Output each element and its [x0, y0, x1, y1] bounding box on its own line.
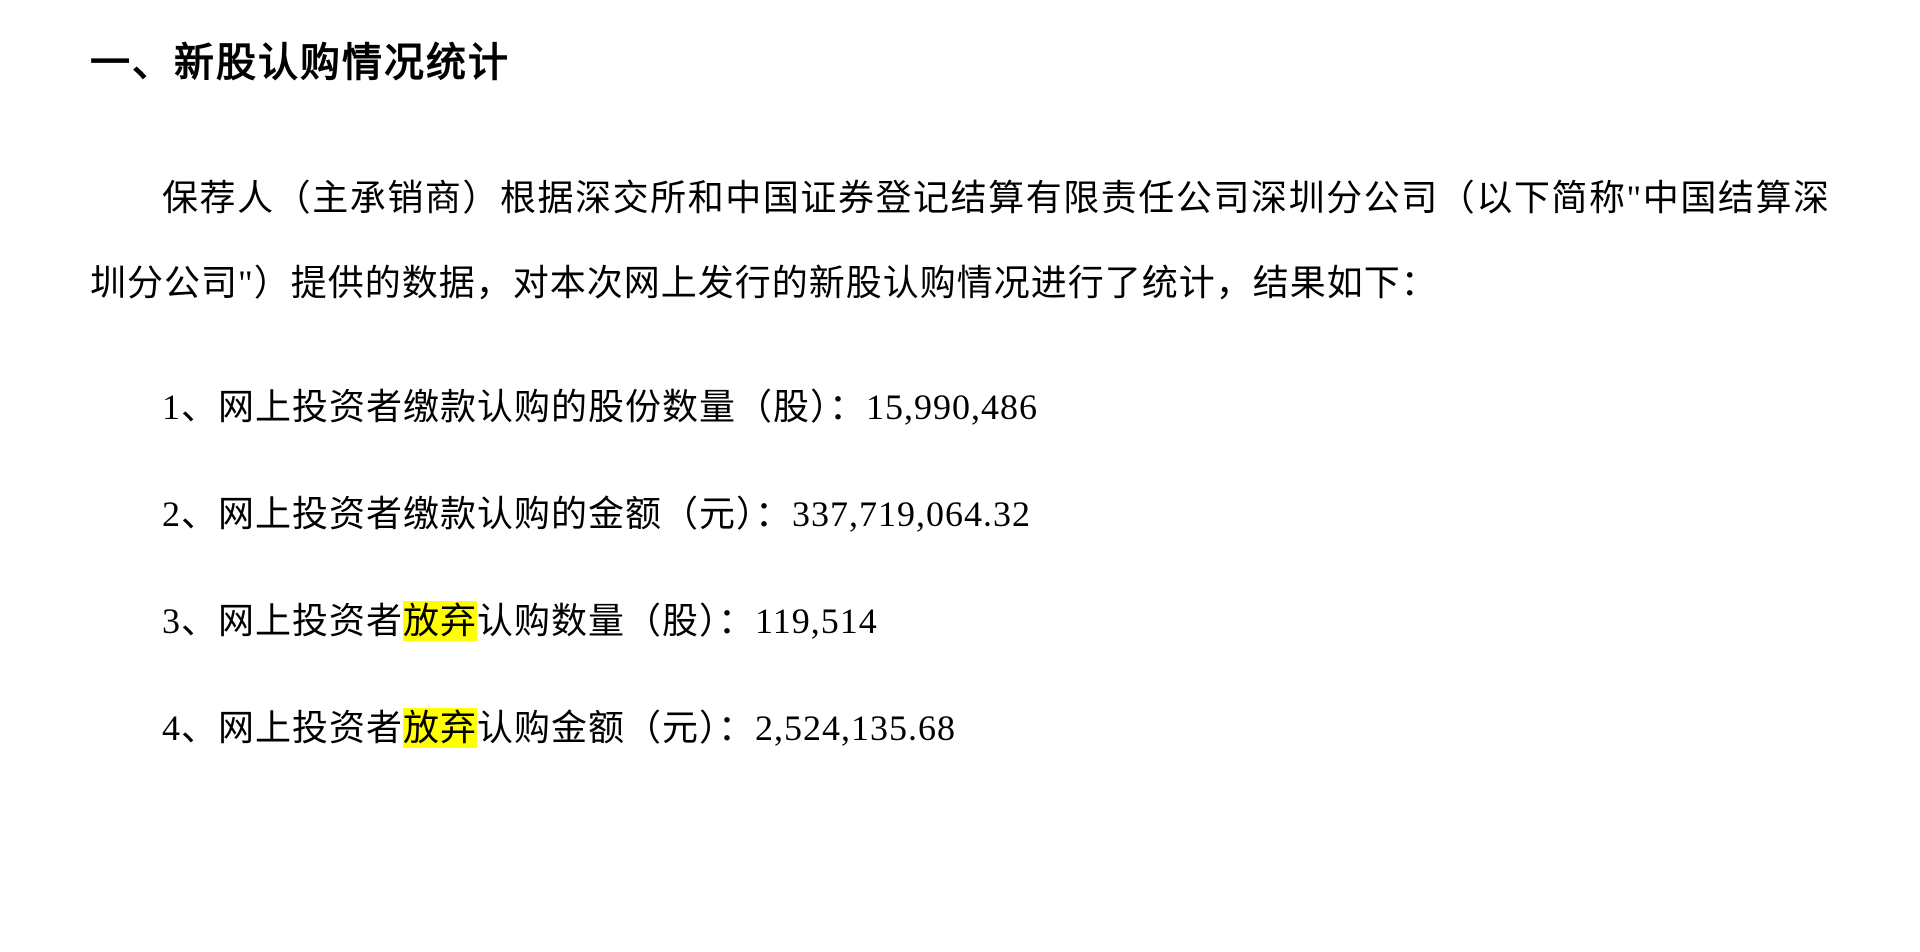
- item-4-highlight: 放弃: [403, 708, 477, 748]
- item-4-value: 2,524,135.68: [755, 708, 956, 748]
- intro-paragraph: 保荐人（主承销商）根据深交所和中国证券登记结算有限责任公司深圳分公司（以下简称"…: [90, 156, 1830, 325]
- item-1-value: 15,990,486: [866, 387, 1038, 427]
- section-heading: 一、新股认购情况统计: [90, 30, 1830, 88]
- item-4-suffix: 认购金额（元）：: [477, 708, 755, 748]
- item-3-highlight: 放弃: [403, 601, 477, 641]
- item-3-value: 119,514: [755, 601, 878, 641]
- item-1-prefix: 1、网上投资者缴款认购的股份数量（股）：: [162, 387, 866, 427]
- list-item-3: 3、网上投资者放弃认购数量（股）：119,514: [90, 589, 1830, 654]
- item-4-prefix: 4、网上投资者: [162, 708, 403, 748]
- list-item-4: 4、网上投资者放弃认购金额（元）：2,524,135.68: [90, 696, 1830, 761]
- list-item-1: 1、网上投资者缴款认购的股份数量（股）：15,990,486: [90, 375, 1830, 440]
- item-2-value: 337,719,064.32: [792, 494, 1031, 534]
- item-3-suffix: 认购数量（股）：: [477, 601, 755, 641]
- item-2-prefix: 2、网上投资者缴款认购的金额（元）：: [162, 494, 792, 534]
- item-3-prefix: 3、网上投资者: [162, 601, 403, 641]
- list-item-2: 2、网上投资者缴款认购的金额（元）：337,719,064.32: [90, 482, 1830, 547]
